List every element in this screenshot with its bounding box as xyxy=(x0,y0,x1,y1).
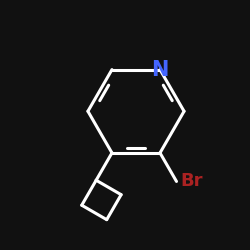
Text: N: N xyxy=(151,60,169,80)
Text: Br: Br xyxy=(181,172,203,190)
